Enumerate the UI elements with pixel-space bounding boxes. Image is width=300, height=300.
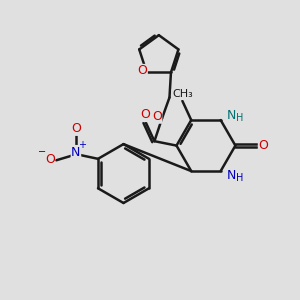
Text: H: H — [236, 173, 243, 183]
Text: N: N — [226, 109, 236, 122]
Text: O: O — [45, 153, 55, 166]
Text: O: O — [140, 109, 150, 122]
Text: N: N — [226, 169, 236, 182]
Text: O: O — [137, 64, 147, 77]
Text: +: + — [78, 140, 86, 150]
Text: O: O — [152, 110, 162, 123]
Text: CH₃: CH₃ — [172, 89, 193, 100]
Text: N: N — [71, 146, 81, 159]
Text: −: − — [38, 147, 46, 158]
Text: H: H — [236, 113, 243, 123]
Text: O: O — [258, 139, 268, 152]
Text: O: O — [71, 122, 81, 135]
